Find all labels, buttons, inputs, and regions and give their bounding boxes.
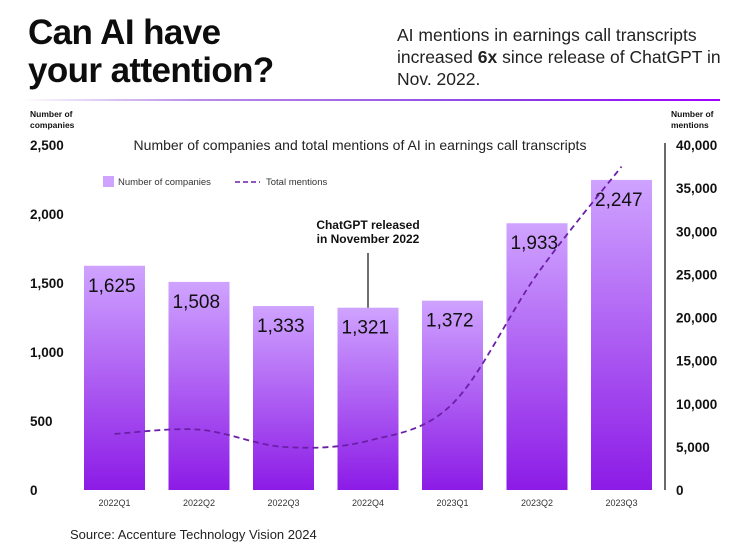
legend-bar-swatch xyxy=(103,176,114,187)
x-tick-label-2022Q3: 2022Q3 xyxy=(267,498,299,508)
x-tick-label-2023Q1: 2023Q1 xyxy=(436,498,468,508)
x-tick-label-2023Q2: 2023Q2 xyxy=(521,498,553,508)
x-tick-label-2023Q3: 2023Q3 xyxy=(605,498,637,508)
right-axis-title-line-1: Number of xyxy=(671,109,714,119)
bar-value-label-2023Q3: 2,247 xyxy=(595,190,643,211)
left-tick-label-2000: 2,000 xyxy=(30,207,64,222)
legend-bar-label: Number of companies xyxy=(118,177,211,188)
bar-value-label-2022Q1: 1,625 xyxy=(88,276,136,297)
source-note: Source: Accenture Technology Vision 2024 xyxy=(70,527,317,542)
headline-line-2: your attention? xyxy=(28,51,274,90)
annotation-line-1: ChatGPT released xyxy=(316,218,419,232)
bar-value-label-2023Q1: 1,372 xyxy=(426,311,474,332)
bar-2022Q3 xyxy=(253,306,314,490)
bar-2022Q2 xyxy=(168,281,230,490)
left-axis-title-line-2: companies xyxy=(30,120,75,130)
legend-line-label: Total mentions xyxy=(266,177,328,188)
right-tick-label-40000: 40,000 xyxy=(676,138,717,153)
headline-line-1: Can AI have xyxy=(28,13,221,52)
chart: Number ofcompanies05001,0001,5002,0002,5… xyxy=(30,109,717,508)
right-tick-label-5000: 5,000 xyxy=(676,440,710,455)
left-tick-label-2500: 2,500 xyxy=(30,138,64,153)
bar-2022Q1 xyxy=(84,265,145,490)
header-divider xyxy=(20,99,720,101)
left-tick-label-1500: 1,500 xyxy=(30,276,64,291)
bar-value-label-2023Q2: 1,933 xyxy=(511,233,559,254)
left-axis-title-line-1: Number of xyxy=(30,109,73,119)
subheadline-text-start: AI mentions in earnings call transcripts… xyxy=(397,25,697,67)
right-tick-label-15000: 15,000 xyxy=(676,354,717,369)
right-axis-title-line-2: mentions xyxy=(671,120,709,130)
bar-2023Q2 xyxy=(506,223,568,490)
subheadline: AI mentions in earnings call transcripts… xyxy=(397,24,737,90)
right-tick-label-25000: 25,000 xyxy=(676,267,717,282)
right-tick-label-10000: 10,000 xyxy=(676,397,717,412)
right-tick-label-35000: 35,000 xyxy=(676,181,717,196)
annotation-line-2: in November 2022 xyxy=(317,232,420,246)
left-tick-label-500: 500 xyxy=(30,414,53,429)
right-tick-label-20000: 20,000 xyxy=(676,311,717,326)
bar-value-label-2022Q2: 1,508 xyxy=(173,292,221,313)
left-tick-label-1000: 1,000 xyxy=(30,345,64,360)
bar-value-label-2022Q4: 1,321 xyxy=(342,318,390,339)
bar-value-label-2022Q3: 1,333 xyxy=(257,316,305,337)
x-tick-label-2022Q4: 2022Q4 xyxy=(352,498,384,508)
subheadline-text-end: since release of ChatGPT in Nov. 2022. xyxy=(397,47,721,89)
right-tick-label-30000: 30,000 xyxy=(676,224,717,239)
headline: Can AI have your attention? xyxy=(28,14,274,90)
right-tick-label-0: 0 xyxy=(676,483,684,498)
bar-2023Q3 xyxy=(591,179,652,490)
bar-2022Q4 xyxy=(337,307,399,490)
line-total-mentions xyxy=(114,166,623,449)
chart-title: Number of companies and total mentions o… xyxy=(134,137,587,153)
subheadline-highlight: 6x xyxy=(477,47,498,67)
bar-2023Q1 xyxy=(422,300,483,490)
x-tick-label-2022Q2: 2022Q2 xyxy=(183,498,215,508)
left-tick-label-0: 0 xyxy=(30,483,38,498)
x-tick-label-2022Q1: 2022Q1 xyxy=(98,498,130,508)
